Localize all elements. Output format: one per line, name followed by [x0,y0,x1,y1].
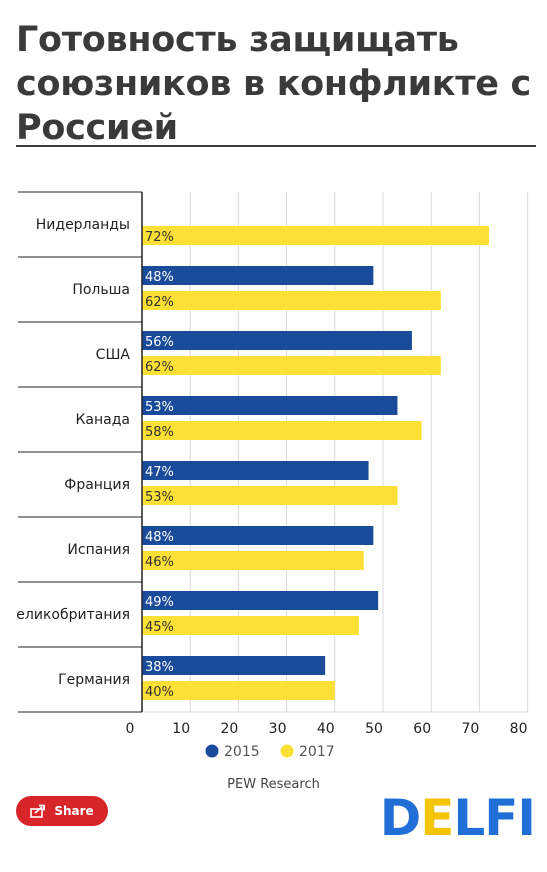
x-tick-label: 50 [365,721,383,737]
data-label-2015: 53% [145,400,174,415]
legend-marker-2015 [205,744,219,758]
bar-2017 [142,486,398,505]
data-label-2017: 62% [145,360,174,375]
category-label: Нидерланды [36,217,130,233]
category-label: Испания [67,542,130,558]
data-label-2017: 45% [145,620,174,635]
x-tick-label: 0 [126,721,135,737]
delfi-logo[interactable]: DELFI [379,789,536,847]
bar-2015 [142,526,374,545]
category-label: Польша [72,282,130,298]
bar-2015 [142,591,379,610]
x-tick-label: 10 [172,721,190,737]
data-label-2015: 48% [145,530,174,545]
share-icon [30,804,46,818]
bar-2017 [142,616,359,635]
x-tick-label: 20 [220,721,238,737]
bar-2017 [142,681,335,700]
category-label: Канада [75,412,130,428]
bar-2017 [142,291,441,310]
data-label-2017: 40% [145,685,174,700]
category-label: еликобритания [16,607,130,623]
legend-label-2017: 2017 [299,744,335,760]
data-label-2015: 47% [145,465,174,480]
x-tick-label: 80 [510,721,528,737]
data-label-2017: 58% [145,425,174,440]
bar-chart: Нидерланды 72% Польша 48% 62% США 56% 62% Канада… [16,191,529,760]
bar-2017 [142,356,441,375]
share-label: Share [54,804,94,818]
category-label: Германия [58,672,130,688]
x-tick-label: 70 [461,721,479,737]
title-divider [16,145,536,147]
data-label-2015: 49% [145,595,174,610]
data-label-2017: 72% [145,230,174,245]
bar-2015 [142,656,326,675]
data-label-2015: 48% [145,270,174,285]
chart-title: Готовность защищать союзников в конфликт… [16,20,532,148]
x-tick-label: 40 [317,721,335,737]
bar-2017 [142,421,422,440]
share-button[interactable]: Share [16,796,108,826]
x-tick-label: 60 [413,721,431,737]
x-tick-label: 30 [269,721,287,737]
bar-2017 [142,226,490,245]
data-label-2017: 62% [145,295,174,310]
data-label-2017: 53% [145,490,174,505]
bar-2015 [142,266,374,285]
bar-2015 [142,331,412,350]
bar-2015 [142,461,369,480]
data-label-2017: 46% [145,555,174,570]
legend-marker-2017 [280,744,294,758]
data-label-2015: 38% [145,660,174,675]
bar-2015 [142,396,398,415]
bar-2017 [142,551,364,570]
category-label: Франция [64,477,130,493]
legend-label-2015: 2015 [224,744,260,760]
category-label: США [96,347,131,363]
data-label-2015: 56% [145,335,174,350]
source-note: PEW Research [227,777,320,792]
